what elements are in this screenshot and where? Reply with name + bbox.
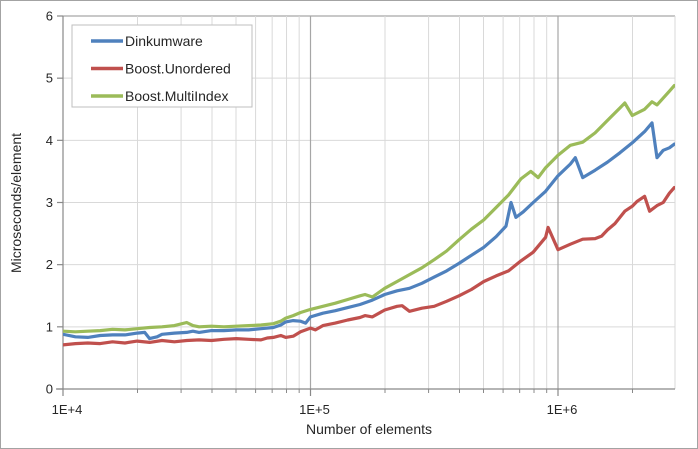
y-tick-label: 5 xyxy=(46,71,53,86)
legend: Dinkumware Boost.Unordered Boost.MultiInde… xyxy=(71,24,253,108)
legend-label: Boost.MultiIndex xyxy=(125,88,229,104)
series-line-dinkumware xyxy=(63,121,675,341)
axes xyxy=(56,15,675,396)
series-line-boost-unordered xyxy=(63,186,675,347)
x-tick-labels: 1E+4 1E+5 1E+6 xyxy=(52,402,578,417)
y-tick-label: 6 xyxy=(46,9,53,24)
y-tick-label: 4 xyxy=(46,133,53,148)
y-tick-labels: 0 1 2 3 4 5 6 xyxy=(46,9,53,397)
y-tick-label: 3 xyxy=(46,195,53,210)
y-tick-label: 2 xyxy=(46,257,53,272)
legend-label: Dinkumware xyxy=(125,33,203,49)
gridlines xyxy=(63,15,676,389)
y-tick-label: 1 xyxy=(46,319,53,334)
legend-label: Boost.Unordered xyxy=(125,61,231,77)
x-tick-label: 1E+6 xyxy=(547,402,578,417)
series-line-boost-multiindex xyxy=(63,83,675,334)
x-axis-title: Number of elements xyxy=(306,421,432,437)
y-axis-title: Microseconds/element xyxy=(8,133,24,273)
y-tick-label: 0 xyxy=(46,382,53,397)
legend-box xyxy=(71,24,253,108)
series-lines xyxy=(63,83,675,347)
x-tick-label: 1E+4 xyxy=(52,402,83,417)
x-tick-label: 1E+5 xyxy=(299,402,330,417)
